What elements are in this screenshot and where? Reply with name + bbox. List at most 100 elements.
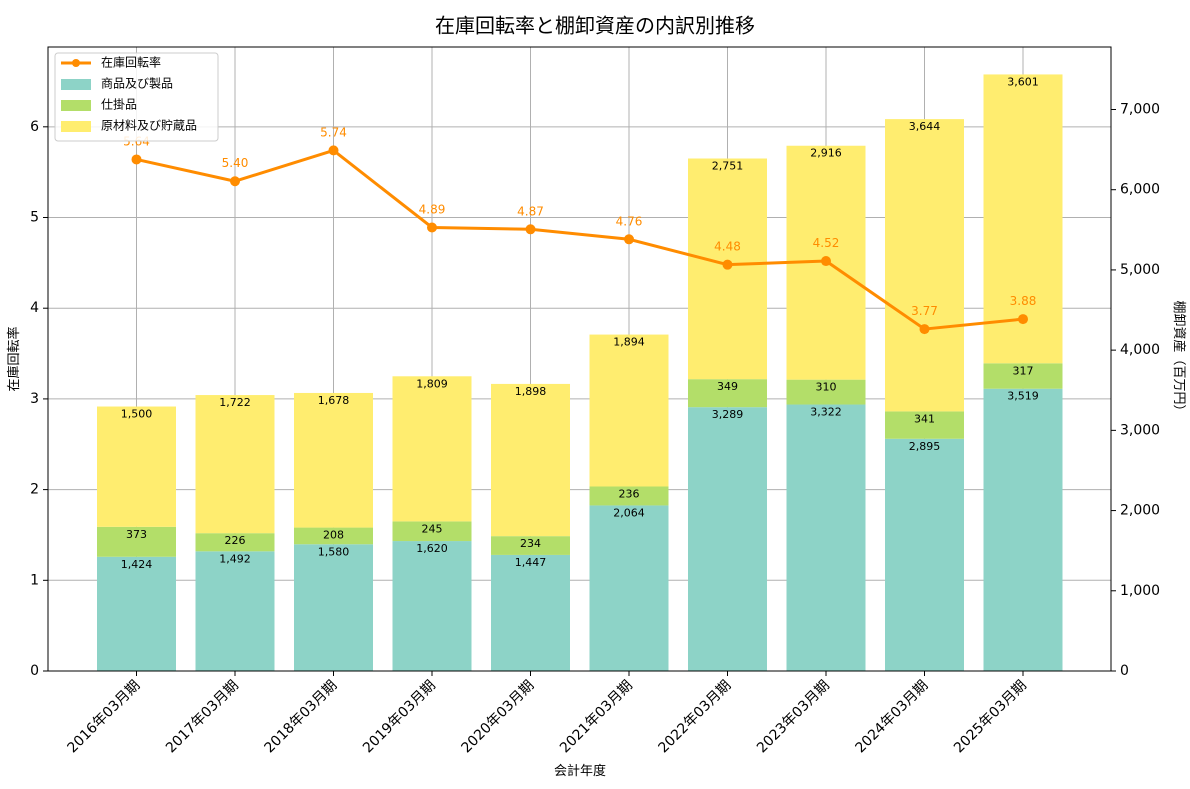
bar-wip <box>392 521 472 542</box>
bar-label-materials: 2,751 <box>712 160 744 173</box>
bar-materials <box>589 334 669 487</box>
legend-swatch <box>61 121 91 132</box>
bar-label-wip: 236 <box>619 488 640 501</box>
legend-label: 仕掛品 <box>101 97 137 112</box>
legend-swatch <box>61 100 91 111</box>
bar-label-goods: 1,492 <box>219 552 251 565</box>
left-tick-label: 1 <box>30 572 39 588</box>
bar-wip <box>983 363 1063 389</box>
bar-label-goods: 2,064 <box>613 506 645 519</box>
rate-point <box>1018 314 1028 325</box>
bar-wip <box>786 379 866 405</box>
rate-label: 4.87 <box>517 204 544 218</box>
bar-label-goods: 3,289 <box>712 408 744 421</box>
right-tick-label: 5,000 <box>1120 262 1160 278</box>
bar-label-materials: 1,678 <box>318 394 350 407</box>
bar-label-materials: 2,916 <box>810 147 842 160</box>
bar-goods <box>786 404 866 671</box>
bar-wip <box>885 411 964 439</box>
bar-label-wip: 226 <box>225 534 246 547</box>
right-tick-label: 3,000 <box>1120 422 1160 438</box>
bar-materials <box>195 395 275 534</box>
bar-label-materials: 1,809 <box>416 377 448 390</box>
bar-label-goods: 2,895 <box>909 440 941 453</box>
bar-goods <box>294 544 373 671</box>
legend-label: 在庫回転率 <box>101 55 161 70</box>
bar-materials <box>294 392 373 528</box>
bar-label-wip: 234 <box>520 537 541 550</box>
rate-point <box>919 324 930 335</box>
x-tick-label: 2021年03月期 <box>557 678 636 757</box>
bar-goods <box>491 554 570 671</box>
right-tick-label: 2,000 <box>1120 503 1160 519</box>
bar-label-materials: 3,644 <box>909 120 941 133</box>
bar-label-wip: 373 <box>126 528 147 541</box>
rate-label: 5.40 <box>222 156 249 170</box>
x-tick-label: 2025年03月期 <box>951 678 1030 757</box>
bar-label-goods: 1,580 <box>318 545 350 558</box>
rate-point <box>624 234 634 245</box>
left-tick-label: 4 <box>30 300 39 316</box>
bar-wip <box>195 533 275 552</box>
bar-materials <box>885 119 964 412</box>
right-tick-label: 0 <box>1120 663 1129 679</box>
bar-label-goods: 1,447 <box>515 556 547 569</box>
plot-frame <box>47 46 1112 672</box>
chart-title: 在庫回転率と棚卸資産の内訳別推移 <box>435 14 755 38</box>
rate-point <box>722 259 733 270</box>
bar-materials <box>491 383 570 537</box>
left-tick-label: 3 <box>30 391 39 407</box>
bar-label-wip: 245 <box>422 522 443 535</box>
right-tick-label: 7,000 <box>1120 101 1160 117</box>
bar-label-materials: 1,894 <box>613 336 645 349</box>
rate-point <box>821 256 831 267</box>
rate-point <box>427 222 437 233</box>
rate-label: 4.76 <box>616 214 643 228</box>
bar-materials <box>392 376 472 522</box>
legend-label: 商品及び製品 <box>101 76 173 91</box>
legend-swatch-marker <box>72 59 80 67</box>
bar-wip <box>97 526 176 557</box>
rate-line: 5.645.405.744.894.874.764.484.523.773.88 <box>123 125 1037 335</box>
left-axis-title: 在庫回転率 <box>6 326 22 391</box>
right-tick-label: 4,000 <box>1120 342 1160 358</box>
x-tick-label: 2019年03月期 <box>360 678 439 757</box>
bar-label-wip: 341 <box>914 412 935 425</box>
bar-label-wip: 349 <box>717 380 738 393</box>
bar-goods <box>195 551 275 671</box>
bar-wip <box>688 379 767 408</box>
rate-label: 5.74 <box>320 125 347 139</box>
left-tick-label: 2 <box>30 482 39 498</box>
bar-goods <box>688 407 767 671</box>
bar-goods <box>392 541 472 671</box>
legend-label: 原材料及び貯蔵品 <box>101 119 197 133</box>
bar-label-goods: 3,519 <box>1007 390 1039 403</box>
bars <box>97 74 1063 671</box>
bar-wip <box>589 486 669 506</box>
bar-materials <box>97 406 176 527</box>
bar-label-materials: 1,722 <box>219 396 251 409</box>
rate-point <box>131 154 142 165</box>
right-tick-label: 6,000 <box>1120 182 1160 198</box>
bar-label-goods: 3,322 <box>810 406 842 419</box>
right-tick-label: 1,000 <box>1120 583 1160 599</box>
rate-label: 4.48 <box>714 240 741 254</box>
bar-label-wip: 208 <box>323 529 344 542</box>
rate-label: 4.52 <box>813 236 840 250</box>
legend-box <box>54 52 219 142</box>
x-tick-label: 2023年03月期 <box>754 678 833 757</box>
bar-goods <box>589 505 669 671</box>
bar-labels: 1,424 373 1,500 1,492 226 1,722 1,580 208 1,678 1… <box>121 75 1039 570</box>
bar-goods <box>97 556 176 671</box>
bar-goods <box>885 438 964 671</box>
bar-label-goods: 1,620 <box>416 542 448 555</box>
left-tick-label: 0 <box>30 663 39 679</box>
rate-label: 3.88 <box>1010 294 1037 308</box>
x-tick-label: 2016年03月期 <box>65 678 144 757</box>
rate-point <box>328 145 339 156</box>
x-tick-label: 2024年03月期 <box>853 678 932 757</box>
x-tick-label: 2018年03月期 <box>262 678 341 757</box>
rate-label: 3.77 <box>911 304 938 318</box>
x-tick-label: 2022年03月期 <box>656 678 735 757</box>
